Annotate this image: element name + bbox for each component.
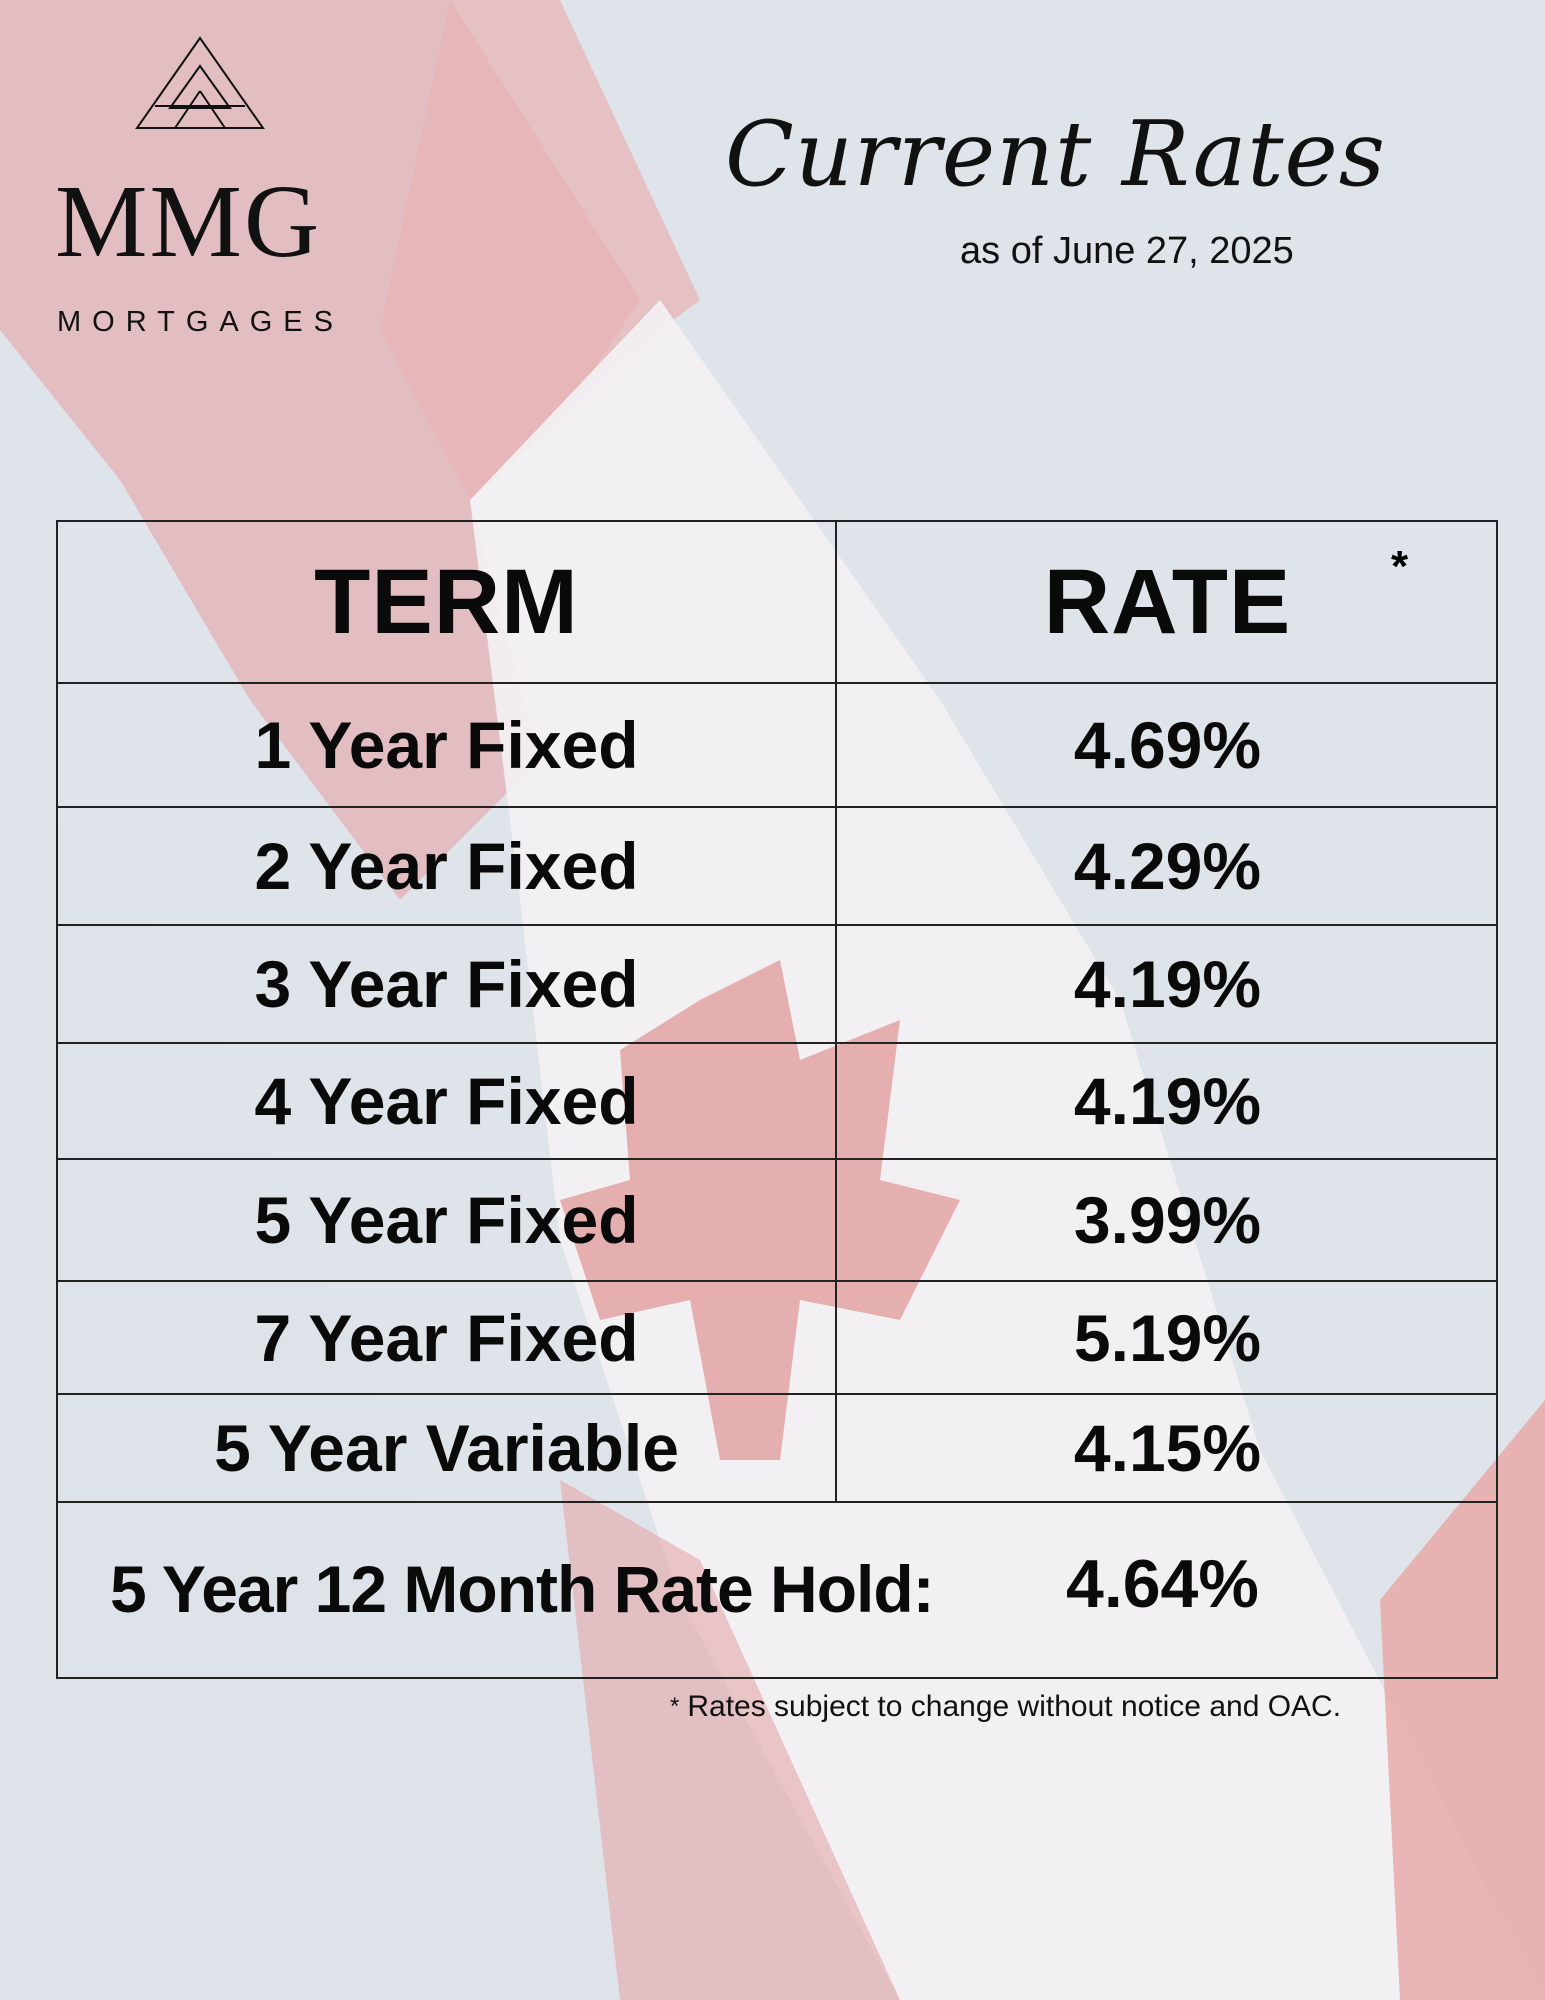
triangle-logo-icon bbox=[135, 36, 265, 129]
table-row: 4 Year Fixed 4.19% bbox=[58, 1044, 1496, 1160]
rate-cell: 4.15% bbox=[1073, 1411, 1262, 1485]
term-cell: 4 Year Fixed bbox=[58, 1044, 837, 1158]
table-row: 3 Year Fixed 4.19% bbox=[58, 926, 1496, 1044]
brand-subtitle: MORTGAGES bbox=[57, 306, 344, 338]
term-cell: 2 Year Fixed bbox=[58, 808, 837, 924]
table-row: 1 Year Fixed 4.69% bbox=[58, 684, 1496, 808]
rate-cell: 4.29% bbox=[1073, 829, 1262, 903]
table-row: 2 Year Fixed 4.29% bbox=[58, 808, 1496, 926]
rates-table: TERM RATE * 1 Year Fixed 4.69% 2 Year Fi… bbox=[56, 520, 1498, 1679]
header-term: TERM bbox=[58, 522, 837, 682]
brand-name: MMG bbox=[55, 164, 322, 279]
table-row: 7 Year Fixed 5.19% bbox=[58, 1282, 1496, 1395]
footnote-text: Rates subject to change without notice a… bbox=[687, 1690, 1342, 1723]
header-asterisk: * bbox=[1391, 542, 1409, 591]
rate-cell: 4.19% bbox=[1073, 947, 1262, 1021]
rate-cell: 5.19% bbox=[1073, 1300, 1262, 1375]
term-cell: 1 Year Fixed bbox=[58, 684, 837, 806]
as-of-date: as of June 27, 2025 bbox=[960, 230, 1294, 272]
term-cell: 5 Year Variable bbox=[58, 1395, 837, 1501]
term-cell: 7 Year Fixed bbox=[58, 1282, 837, 1393]
term-cell: 5 Year Fixed bbox=[58, 1160, 837, 1280]
rate-cell: 4.19% bbox=[1073, 1064, 1262, 1138]
rate-cell: 3.99% bbox=[1073, 1183, 1262, 1257]
table-row: 5 Year Variable 4.15% bbox=[58, 1395, 1496, 1503]
disclaimer-footnote: * Rates subject to change without notice … bbox=[670, 1690, 1341, 1724]
page-title: Current Rates bbox=[725, 102, 1386, 207]
footnote-asterisk: * bbox=[670, 1693, 680, 1720]
rate-hold-row: 5 Year 12 Month Rate Hold: 4.64% bbox=[58, 1501, 1496, 1679]
rate-cell: 4.69% bbox=[1073, 708, 1262, 782]
rate-hold-label: 5 Year 12 Month Rate Hold: bbox=[110, 1552, 935, 1626]
rate-hold-value: 4.64% bbox=[1066, 1546, 1259, 1622]
table-header-row: TERM RATE * bbox=[58, 522, 1496, 684]
table-row: 5 Year Fixed 3.99% bbox=[58, 1160, 1496, 1282]
term-cell: 3 Year Fixed bbox=[58, 926, 837, 1042]
header-rate: RATE bbox=[1043, 550, 1292, 653]
